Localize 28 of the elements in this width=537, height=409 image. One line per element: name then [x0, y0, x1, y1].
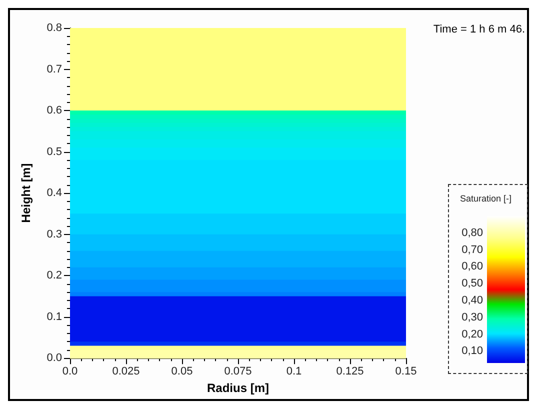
y-tick-label: 0.4 — [46, 187, 62, 200]
color-bar-label: 0,40 — [462, 294, 483, 306]
y-tick-label: 0.6 — [46, 104, 62, 117]
x-tick-label: 0.1 — [286, 366, 302, 378]
text: Time = 1 h 6 m 46. — [433, 24, 526, 36]
color-bar-label: 0,30 — [462, 311, 483, 324]
x-tick-label: 0.075 — [224, 366, 252, 378]
x-tick-label: 0.0 — [62, 366, 78, 378]
color-bar-label: 0,50 — [462, 278, 483, 290]
y-axis-title: Height [m] — [19, 163, 33, 223]
y-tick-label: 0.0 — [46, 352, 62, 364]
y-tick-label: 0.3 — [46, 228, 62, 240]
y-tick-label: 0.7 — [46, 63, 62, 76]
y-tick-label: 0.1 — [46, 310, 62, 323]
color-bar-label: 0,20 — [462, 328, 483, 340]
color-bar-label: 0,70 — [462, 244, 483, 256]
color-bar-label: 0,60 — [462, 260, 483, 273]
color-bar-label: 0,80 — [462, 226, 483, 239]
y-tick-label: 0.5 — [46, 146, 62, 158]
color-bar-label: 0,10 — [462, 345, 483, 358]
x-tick-label: 0.15 — [395, 366, 417, 378]
x-tick-label: 0.125 — [336, 366, 364, 378]
x-tick-label: 0.05 — [171, 366, 193, 378]
x-tick-label: 0.025 — [112, 366, 140, 378]
x-axis-title: Radius [m] — [206, 381, 270, 395]
color-bar-title: Saturation [-] — [460, 194, 512, 204]
y-tick-label: 0.2 — [46, 270, 62, 282]
y-tick-label: 0.8 — [46, 22, 62, 34]
